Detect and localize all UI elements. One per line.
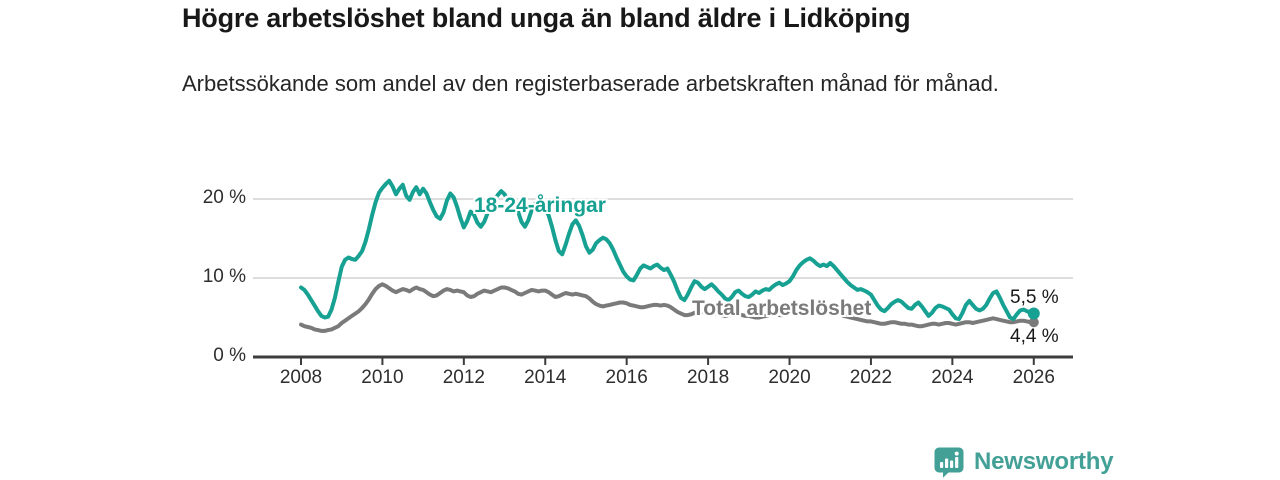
- series-line-young: [299, 178, 1036, 322]
- x-axis-label: 2026: [1012, 367, 1055, 388]
- bar-icon: [945, 458, 949, 468]
- x-axis-label: 2010: [361, 367, 404, 388]
- series-line-total: [299, 282, 1036, 333]
- bar-icon: [940, 462, 944, 468]
- x-axis-label: 2016: [605, 367, 648, 388]
- series-label-18-24-aringar: 18-24-åringar: [474, 194, 606, 217]
- brand-name: Newsworthy: [974, 448, 1114, 475]
- end-value-label-total: 4,4 %: [1010, 326, 1059, 347]
- end-dot-total: [1028, 317, 1039, 328]
- exclamation-dot-icon: [954, 451, 959, 456]
- x-axis-label: 2008: [279, 367, 323, 388]
- bar-icon: [950, 460, 954, 468]
- x-axis-label: 2022: [849, 367, 893, 388]
- x-axis-label: 2018: [686, 367, 730, 388]
- newsworthy-branding: Newsworthy: [933, 446, 1114, 478]
- y-axis-label: 20 %: [202, 187, 246, 208]
- y-axis-label: 0 %: [213, 345, 246, 366]
- end-dot-young: [1027, 307, 1040, 320]
- x-axis-label: 2014: [524, 367, 567, 388]
- page-title: Högre arbetslöshet bland unga än bland ä…: [182, 3, 911, 33]
- y-axis-label: 10 %: [202, 266, 246, 287]
- x-axis-label: 2012: [442, 367, 485, 388]
- newsworthy-logo-icon: [934, 447, 964, 478]
- exclamation-bar-icon: [955, 457, 959, 468]
- x-axis-label: 2020: [768, 367, 811, 388]
- series-label-total-arbetsloshet: Total arbetslöshet: [692, 297, 872, 320]
- end-value-label-18-24: 5,5 %: [1010, 287, 1059, 308]
- x-axis-label: 2024: [931, 367, 974, 388]
- chart-subtitle: Arbetssökande som andel av den registerb…: [182, 71, 999, 96]
